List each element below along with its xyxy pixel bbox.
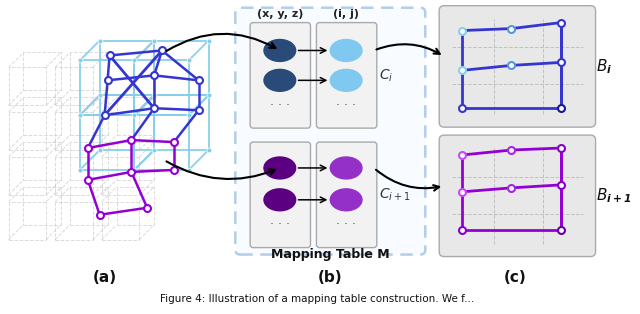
FancyBboxPatch shape: [250, 142, 310, 248]
FancyBboxPatch shape: [316, 23, 377, 128]
Text: (a): (a): [93, 270, 116, 285]
Text: Mapping Table M: Mapping Table M: [271, 248, 390, 261]
Ellipse shape: [264, 40, 296, 62]
Text: · · ·: · · ·: [336, 99, 356, 112]
Text: (x, y, z): (x, y, z): [257, 9, 303, 19]
FancyBboxPatch shape: [316, 142, 377, 248]
Text: · · ·: · · ·: [270, 218, 290, 231]
Ellipse shape: [330, 40, 362, 62]
FancyBboxPatch shape: [439, 135, 596, 257]
Ellipse shape: [330, 69, 362, 91]
Text: Figure 4: Illustration of a mapping table construction. We f...: Figure 4: Illustration of a mapping tabl…: [160, 294, 474, 304]
Text: (b): (b): [318, 270, 342, 285]
Text: $C_i$: $C_i$: [379, 67, 393, 84]
Text: · · ·: · · ·: [270, 99, 290, 112]
FancyBboxPatch shape: [439, 6, 596, 127]
Text: · · ·: · · ·: [336, 218, 356, 231]
FancyBboxPatch shape: [236, 8, 426, 255]
Ellipse shape: [264, 189, 296, 211]
Ellipse shape: [330, 157, 362, 179]
Ellipse shape: [264, 157, 296, 179]
Text: (c): (c): [504, 270, 527, 285]
Text: $B_\mathregular{i}$: $B_\mathregular{i}$: [596, 57, 612, 76]
Text: $B_\mathregular{i+1}$: $B_\mathregular{i+1}$: [596, 187, 631, 205]
Text: (i, j): (i, j): [333, 9, 359, 19]
Text: $C_{i+1}$: $C_{i+1}$: [379, 187, 410, 203]
Ellipse shape: [264, 69, 296, 91]
Ellipse shape: [330, 189, 362, 211]
FancyBboxPatch shape: [250, 23, 310, 128]
